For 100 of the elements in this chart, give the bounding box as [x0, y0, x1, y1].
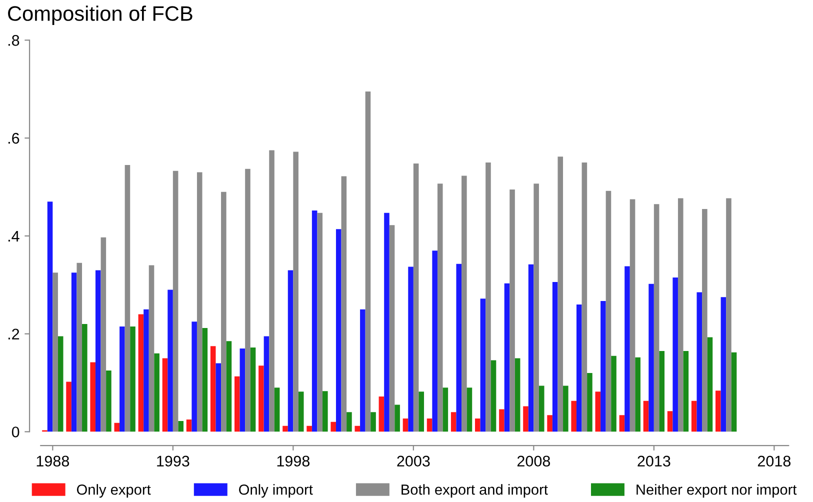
bar: [384, 212, 390, 432]
bar: [611, 356, 616, 432]
bar: [389, 225, 395, 432]
bar: [293, 152, 298, 432]
bar: [100, 237, 106, 432]
bar: [168, 290, 173, 432]
bar: [250, 348, 256, 432]
bar: [148, 265, 154, 432]
bar: [514, 358, 520, 432]
bar: [643, 400, 649, 432]
bar: [648, 284, 654, 432]
bar: [124, 164, 130, 432]
bar: [370, 412, 376, 432]
bar: [624, 266, 630, 432]
bar: [282, 426, 288, 432]
bar: [288, 270, 294, 432]
bar: [450, 412, 456, 432]
bar: [130, 326, 136, 432]
bar: [731, 352, 737, 432]
bar: [120, 326, 125, 432]
bar: [486, 162, 491, 432]
bar: [264, 336, 270, 432]
bar: [58, 336, 64, 432]
bar: [678, 198, 684, 432]
legend-label: Neither export nor import: [636, 484, 797, 498]
bar: [534, 184, 539, 432]
bar: [720, 297, 726, 432]
bar: [221, 192, 226, 432]
bar: [659, 350, 665, 432]
bar: [490, 360, 496, 432]
bar: [716, 390, 721, 432]
y-tick-label: .4: [8, 230, 20, 242]
bar: [466, 388, 472, 432]
bar: [683, 350, 689, 432]
bar: [341, 176, 347, 432]
bar: [635, 357, 640, 432]
bar: [186, 419, 192, 432]
bar: [437, 184, 443, 432]
bar: [600, 301, 606, 432]
bar: [66, 382, 72, 432]
bar: [216, 363, 222, 432]
bar: [106, 370, 112, 432]
x-tick-label: 1998: [277, 456, 310, 467]
bar: [426, 418, 432, 432]
bar: [90, 362, 96, 432]
bar: [582, 162, 588, 432]
bar: [234, 376, 240, 432]
bar: [499, 409, 504, 432]
bar: [138, 314, 144, 432]
bar: [474, 418, 480, 432]
bar: [47, 202, 53, 432]
bar: [365, 92, 371, 432]
bar: [178, 420, 184, 432]
bar: [576, 304, 582, 432]
x-tick-label: 2008: [517, 456, 550, 467]
bar: [558, 156, 564, 432]
bar: [269, 150, 274, 432]
bar: [71, 272, 77, 432]
legend-label: Only export: [76, 484, 151, 498]
bar: [196, 172, 202, 432]
bar: [210, 346, 216, 432]
chart-title: Composition of FCB: [8, 6, 192, 26]
bar: [274, 388, 280, 432]
bar: [306, 426, 312, 432]
bar: [144, 309, 149, 432]
bar: [563, 386, 568, 432]
bar: [672, 278, 678, 432]
bar: [418, 392, 424, 432]
bar: [245, 168, 250, 432]
bar: [667, 411, 673, 432]
x-tick-label: 1988: [36, 456, 70, 467]
bar: [192, 322, 197, 432]
legend-label: Only import: [239, 484, 313, 498]
bar: [630, 199, 636, 432]
bar: [595, 392, 601, 432]
x-tick-label: 1993: [157, 456, 190, 467]
bar: [240, 348, 246, 432]
bar: [202, 328, 208, 432]
bar: [378, 396, 384, 432]
bar: [654, 204, 660, 432]
y-tick-label: .2: [8, 328, 20, 340]
bar: [523, 406, 528, 432]
bar: [587, 372, 592, 432]
bar: [114, 422, 120, 432]
bar: [413, 164, 419, 432]
bar: [354, 426, 360, 432]
bar: [298, 392, 304, 432]
bar: [702, 209, 708, 432]
bar: [528, 264, 534, 432]
bar: [726, 198, 732, 432]
bar: [336, 229, 342, 432]
y-tick-label: .8: [8, 35, 20, 46]
bar: [547, 415, 552, 432]
x-tick-label: 2003: [397, 456, 430, 467]
bar: [504, 283, 510, 432]
y-tick-label: .6: [8, 132, 20, 144]
x-tick-label: 2013: [638, 456, 670, 467]
bar: [346, 412, 352, 432]
bar: [691, 400, 697, 432]
bar: [480, 298, 486, 432]
